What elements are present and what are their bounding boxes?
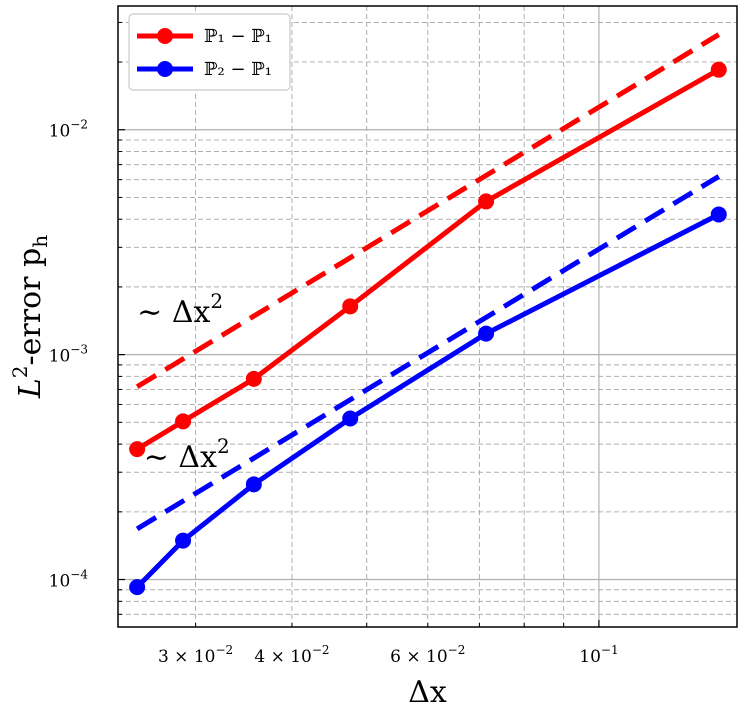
y-tick-label: 10−4 [49, 568, 89, 592]
x-tick-mantissa: 6 × 10 [390, 647, 448, 667]
y-label-superscript: 2 [8, 365, 32, 378]
annotations: ∼ Δx2∼ Δx2 [137, 289, 230, 475]
x-axis-label: Δx [408, 675, 447, 710]
x-tick-exponent: −1 [601, 643, 619, 657]
series-point [478, 193, 495, 210]
y-tick-mantissa: 10 [49, 122, 71, 142]
slope-annotation: ∼ Δx2 [144, 434, 230, 475]
series-point [175, 532, 192, 549]
slope-annotation-text: ∼ Δx [137, 295, 210, 330]
y-tick-exponent: −3 [70, 343, 88, 357]
series-point [129, 441, 146, 458]
y-tick-exponent: −2 [70, 118, 88, 132]
slope-annotation-exponent: 2 [210, 289, 223, 313]
axis-ticks: 3 × 10−2 4 × 10−2 6 × 10−2 10−110−410−310−2 [49, 21, 619, 667]
series-point [710, 206, 727, 223]
legend-marker [157, 28, 173, 44]
y-tick-label: 10−3 [49, 343, 88, 367]
series-line [135, 67, 720, 452]
reference-lines [135, 32, 721, 531]
slope-annotation: ∼ Δx2 [137, 289, 223, 330]
y-label-subscript: h [28, 235, 52, 248]
x-tick-label: 10−1 [579, 643, 618, 667]
slope-annotation-text: ∼ Δx [144, 440, 217, 475]
series-point [245, 370, 262, 387]
data-series [129, 61, 727, 596]
legend: ℙ₁ − ℙ₁ ℙ₂ − ℙ₁ [128, 13, 291, 91]
series-point [129, 579, 146, 596]
legend-label: ℙ₁ − ℙ₁ [204, 26, 272, 47]
x-tick-label: 3 × 10−2 [158, 643, 233, 667]
series-point [342, 410, 359, 427]
x-tick-label: 4 × 10−2 [254, 643, 329, 667]
legend-marker [157, 61, 173, 77]
series-line [135, 212, 720, 589]
y-axis-label: L2-error ph [8, 235, 52, 399]
series-point [245, 476, 262, 493]
y-tick-mantissa: 10 [49, 572, 71, 592]
plot-frame [117, 5, 738, 628]
legend-label: ℙ₂ − ℙ₁ [204, 59, 272, 80]
x-tick-exponent: −2 [448, 643, 466, 657]
x-tick-exponent: −2 [312, 643, 330, 657]
reference-line [135, 174, 721, 531]
x-tick-mantissa: 3 × 10 [158, 647, 216, 667]
series-point [342, 298, 359, 315]
x-tick-mantissa: 10 [579, 647, 601, 667]
y-tick-exponent: −4 [70, 568, 88, 582]
y-label-rest: -error p [13, 248, 48, 366]
reference-line [135, 32, 721, 389]
x-tick-mantissa: 4 × 10 [254, 647, 312, 667]
x-tick-label: 6 × 10−2 [390, 643, 465, 667]
series-point [478, 325, 495, 342]
y-label-main: L [13, 378, 48, 399]
series-point [175, 413, 192, 430]
x-tick-exponent: −2 [215, 643, 233, 657]
grid [118, 6, 737, 627]
slope-annotation-exponent: 2 [217, 434, 230, 458]
y-tick-mantissa: 10 [49, 347, 71, 367]
y-tick-label: 10−2 [49, 118, 88, 142]
series-point [710, 61, 727, 78]
